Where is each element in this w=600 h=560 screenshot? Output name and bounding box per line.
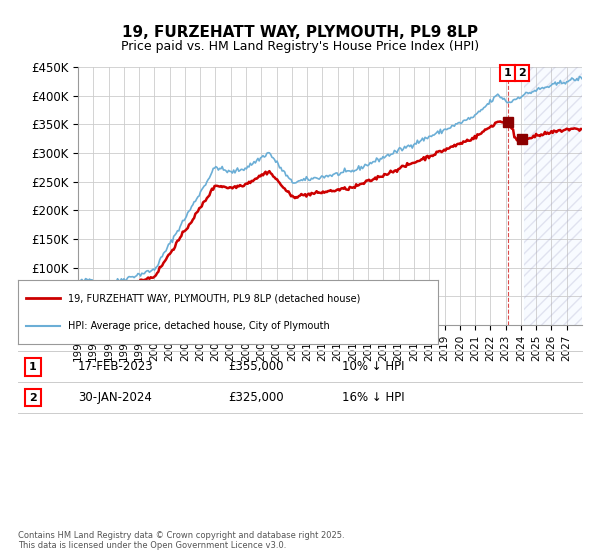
Text: 10% ↓ HPI: 10% ↓ HPI: [342, 360, 404, 374]
Text: 1: 1: [503, 68, 511, 78]
Text: Price paid vs. HM Land Registry's House Price Index (HPI): Price paid vs. HM Land Registry's House …: [121, 40, 479, 53]
Text: 16% ↓ HPI: 16% ↓ HPI: [342, 391, 404, 404]
Text: 19, FURZEHATT WAY, PLYMOUTH, PL9 8LP (detached house): 19, FURZEHATT WAY, PLYMOUTH, PL9 8LP (de…: [68, 293, 361, 303]
Text: 19, FURZEHATT WAY, PLYMOUTH, PL9 8LP: 19, FURZEHATT WAY, PLYMOUTH, PL9 8LP: [122, 25, 478, 40]
Bar: [524, 67, 582, 325]
Text: 30-JAN-2024: 30-JAN-2024: [78, 391, 152, 404]
Text: 17-FEB-2023: 17-FEB-2023: [78, 360, 154, 374]
Text: 2: 2: [518, 68, 526, 78]
Text: Contains HM Land Registry data © Crown copyright and database right 2025.
This d: Contains HM Land Registry data © Crown c…: [18, 530, 344, 550]
Text: 1: 1: [29, 362, 37, 372]
Text: £325,000: £325,000: [228, 391, 284, 404]
Text: £355,000: £355,000: [228, 360, 284, 374]
Bar: [524, 67, 582, 325]
Text: HPI: Average price, detached house, City of Plymouth: HPI: Average price, detached house, City…: [68, 321, 330, 332]
Text: 2: 2: [29, 393, 37, 403]
